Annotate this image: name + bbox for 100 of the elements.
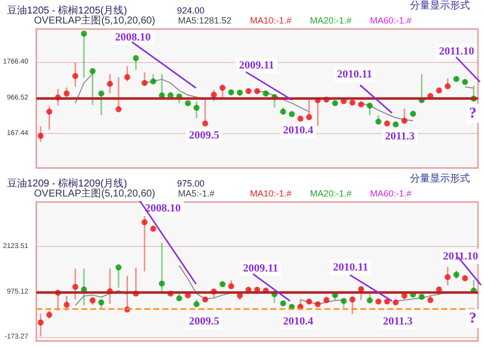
point	[453, 76, 460, 82]
point	[194, 104, 200, 111]
point	[38, 132, 44, 139]
point	[280, 300, 286, 306]
text: MA20:-1.#	[310, 16, 352, 26]
point	[228, 89, 234, 96]
point	[254, 88, 260, 94]
point	[210, 92, 217, 98]
point	[38, 319, 44, 326]
point	[116, 264, 122, 270]
point	[90, 68, 96, 74]
point	[220, 84, 226, 91]
text: MA5:-1.#	[178, 188, 215, 198]
text: MA10:-1.#	[250, 16, 292, 26]
point	[375, 298, 382, 305]
point	[236, 90, 243, 96]
text: MA60:-1.#	[370, 16, 412, 26]
point	[176, 295, 182, 302]
text: MA60:-1.#	[370, 188, 412, 198]
point	[332, 100, 338, 106]
point	[453, 272, 460, 278]
point	[202, 120, 208, 126]
point	[340, 298, 347, 304]
point	[366, 102, 373, 109]
text: 分量显示形式	[410, 0, 470, 12]
annotation: 2010.11	[333, 262, 368, 274]
point	[98, 90, 104, 97]
point	[72, 72, 78, 79]
point	[436, 88, 442, 94]
point	[444, 274, 451, 280]
point	[384, 298, 390, 305]
point	[306, 298, 312, 305]
point	[64, 302, 70, 308]
point	[366, 297, 373, 304]
annotation: 2008.10	[115, 32, 152, 44]
point	[392, 121, 399, 128]
point	[323, 297, 330, 304]
annotation: 2011.10	[439, 46, 475, 58]
point	[142, 219, 148, 226]
annotation: 2009.11	[243, 262, 278, 274]
annotation: 2009.11	[239, 60, 274, 72]
point	[384, 120, 390, 126]
chart-title: 豆油1209 - 棕榈1209(月线)	[7, 178, 128, 190]
annotation: 2010.4	[283, 316, 314, 328]
text: OVERLAP主图(5,10,20,60)	[34, 188, 156, 200]
text: OVERLAP主图(5,10,20,60)	[34, 14, 156, 26]
point	[72, 284, 78, 290]
text: MA20:-1.#	[310, 188, 352, 198]
point	[462, 275, 468, 282]
point	[194, 301, 200, 308]
point	[444, 83, 451, 90]
point	[202, 296, 208, 302]
point	[124, 74, 130, 80]
point	[150, 78, 156, 84]
point	[427, 297, 434, 304]
point	[410, 110, 416, 117]
annotation: ?	[469, 106, 476, 122]
annotation: 2011.3	[385, 130, 416, 142]
point	[349, 296, 356, 302]
text: MA5:1281.52	[178, 16, 232, 26]
point	[392, 299, 399, 306]
annotation: 2008.10	[145, 202, 182, 214]
point	[358, 101, 364, 108]
point	[150, 226, 156, 232]
point	[228, 283, 234, 290]
point	[90, 297, 96, 304]
annotation: ?	[469, 310, 476, 326]
point	[64, 90, 70, 97]
point	[142, 80, 148, 86]
point	[306, 114, 312, 120]
point	[158, 280, 165, 287]
point	[401, 118, 408, 124]
point	[288, 111, 295, 118]
text: MA10:-1.#	[250, 188, 292, 198]
point	[245, 88, 252, 94]
annotation: 2011.10	[443, 250, 479, 262]
point	[80, 30, 87, 37]
annotation: 2009.5	[189, 316, 220, 328]
point	[280, 108, 286, 115]
point	[297, 116, 304, 122]
point	[184, 100, 191, 106]
annotation: 2010.11	[337, 68, 372, 80]
point	[314, 301, 321, 308]
annotation: 2009.5	[189, 130, 220, 142]
point	[132, 55, 139, 62]
annotation: 2010.4	[283, 124, 314, 136]
chart-subtitle: 924.00	[177, 6, 205, 16]
text: 分量显示形式	[410, 172, 470, 184]
chart-subtitle: 975.00	[177, 178, 205, 188]
annotation: 2011.3	[383, 316, 414, 328]
point	[220, 281, 226, 288]
chart-title: 豆油1205 - 棕榈1205(月线)	[7, 4, 128, 16]
point	[116, 106, 122, 112]
point	[349, 100, 356, 106]
point	[262, 90, 269, 97]
point	[375, 118, 382, 125]
point	[46, 312, 52, 318]
point	[418, 294, 425, 300]
point	[98, 299, 104, 306]
point	[106, 80, 113, 87]
